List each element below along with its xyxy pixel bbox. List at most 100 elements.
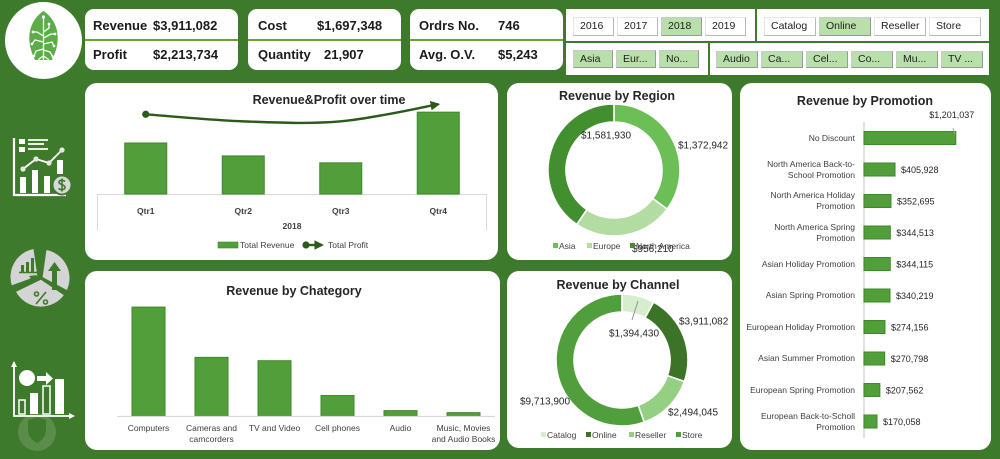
legend-marker-catalog	[541, 432, 546, 437]
promotion-bar-asian-holiday-promotion[interactable]	[863, 257, 891, 271]
slicer-channel-button[interactable]: Reseller	[874, 17, 926, 36]
legend-label-catalog[interactable]: Catalog	[547, 430, 577, 440]
donut-slice-north-america[interactable]	[547, 103, 615, 226]
slicer-category-button[interactable]: Audio	[716, 51, 758, 68]
leaf-circuit-icon	[29, 11, 58, 73]
legend-marker-asia	[553, 243, 558, 248]
slicer-region-button[interactable]: Asia	[573, 50, 613, 68]
promotion-bar-asian-summer-promotion[interactable]	[863, 351, 886, 366]
legend-label-store[interactable]: Store	[682, 430, 703, 440]
legend-label-reseller[interactable]: Reseller	[635, 430, 666, 440]
sales-breakdown-pie-icon[interactable]	[7, 245, 73, 310]
kpi-card-orders: Ordrs No. 746 Avg. O.V. $5,243	[410, 9, 563, 70]
right-arrow-icon	[46, 372, 53, 385]
kpi-label-revenue: Revenue	[93, 18, 148, 33]
donut-slice-online[interactable]	[643, 301, 689, 383]
revenue-by-promotion-chart: Revenue by Promotion $1,201,037 $405,928 $3…	[797, 94, 974, 438]
list-lines	[28, 139, 48, 150]
data-label: $352,695	[897, 197, 935, 207]
slicer-region-button[interactable]: No...	[659, 50, 699, 68]
slicer-category-button[interactable]: TV ...	[941, 51, 983, 68]
donut-slice-store[interactable]	[555, 293, 646, 427]
data-label-asia: $1,372,942	[678, 141, 728, 152]
revenue-bar-qtr3[interactable]	[319, 162, 363, 195]
slicer-channel-button[interactable]: Catalog	[764, 17, 816, 36]
circuit-nodes	[30, 15, 57, 59]
y-tick-label: Asian Summer Promotion	[758, 353, 855, 363]
kpi-label-cost: Cost	[258, 18, 287, 33]
kpi-value-quantity: 21,907	[324, 47, 364, 62]
revenue-bar-qtr4[interactable]	[416, 111, 460, 195]
data-label: $1,201,037	[929, 110, 974, 120]
slicer-year-button[interactable]: 2017	[617, 17, 658, 36]
revenue-by-channel-chart: Revenue by Channel $1,394,430 $3,911,082 $2…	[520, 278, 729, 440]
circle-glyph	[19, 370, 35, 386]
arrow-shaft	[19, 277, 33, 290]
x-tick-label: Music, Movies and Audio Books	[431, 423, 496, 444]
revenue-bar-qtr1[interactable]	[124, 142, 168, 195]
slicer-category-button[interactable]: Mu...	[896, 51, 938, 68]
x-tick-label: Audio	[389, 423, 412, 433]
legend-label-asia[interactable]: Asia	[559, 241, 576, 251]
category-bar-tv-and-video[interactable]	[257, 360, 292, 417]
slicer-category-button[interactable]: Cel...	[806, 51, 848, 68]
category-bar-cameras-and-camcorders[interactable]	[194, 356, 229, 417]
data-label: $170,058	[883, 417, 921, 427]
category-bar-cell-phones[interactable]	[320, 395, 355, 417]
promotion-bar-european-holiday-promotion[interactable]	[863, 320, 886, 334]
kpi-card-revenue-profit: Revenue $3,911,082 Profit $2,213,734	[85, 9, 238, 70]
category-bar-music-movies-and-audio-books[interactable]	[446, 412, 481, 417]
slicer-channel-button[interactable]: Online	[819, 17, 871, 36]
company-logo	[5, 2, 82, 79]
slicer-year-button[interactable]: 2019	[705, 17, 746, 36]
chart-title: Revenue by Channel	[557, 278, 680, 292]
category-bar-computers[interactable]	[131, 306, 166, 417]
revenue-trend-icon[interactable]	[12, 138, 73, 197]
profit-line[interactable]	[145, 100, 441, 125]
profit-point[interactable]	[142, 110, 150, 118]
revenue-profit-over-time-panel: Revenue&Profit over time Qtr1 Qtr2 Qtr3 Qtr4…	[85, 83, 498, 260]
y-tick-label: European Spring Promotion	[750, 384, 855, 395]
y-tick-label: Asian Holiday Promotion	[761, 258, 855, 269]
promotion-bar-european-spring-promotion[interactable]	[863, 383, 881, 397]
y-tick-label: European Back-to-Scholl Promotion	[760, 410, 855, 432]
slicer-channel-button[interactable]: Store	[929, 17, 981, 36]
revenue-bar-qtr2[interactable]	[221, 155, 265, 195]
data-label: $274,156	[891, 323, 929, 333]
promotion-bar-no-discount[interactable]	[863, 131, 957, 145]
leader-line	[631, 300, 639, 321]
x-group-label: 2018	[283, 221, 302, 231]
axes-line	[12, 138, 66, 197]
legend-marker-store	[676, 432, 681, 437]
slicer-region-button[interactable]: Eur...	[616, 50, 656, 68]
data-label-store: $9,713,900	[520, 397, 570, 408]
mini-bars-glyph	[21, 258, 34, 272]
slicer-category-button[interactable]: Ca...	[761, 51, 803, 68]
x-tick-label: TV and Video	[248, 423, 301, 433]
slicer-category-button[interactable]: Co...	[851, 51, 893, 68]
bar-outline	[18, 399, 26, 415]
trend-points	[20, 147, 65, 172]
legend-label-europe[interactable]: Europe	[593, 241, 621, 251]
promotion-bar-north-america-spring-promotion[interactable]	[863, 225, 891, 240]
bar-filled	[55, 379, 64, 414]
promotion-bar-asian-spring-promotion[interactable]	[863, 288, 891, 303]
donut-slice-europe[interactable]	[575, 197, 669, 237]
category-bar-audio[interactable]	[383, 410, 418, 417]
slicer-year-button[interactable]: 2016	[573, 17, 614, 36]
bar-filled	[30, 393, 38, 414]
promotion-bar-north-america-holiday-promotion[interactable]	[863, 194, 892, 208]
revenue-by-category-panel: Revenue by Chategory Computers Cameras an…	[85, 271, 500, 450]
promotion-bar-european-back-to-scholl-promotion[interactable]	[863, 414, 878, 429]
promotion-bar-north-america-back-to-school-promotion[interactable]	[863, 162, 896, 177]
y-tick-label: North America Holiday Promotion	[770, 190, 855, 211]
legend-label-north-america[interactable]: North America	[636, 241, 690, 251]
data-label-reseller: $2,494,045	[668, 408, 718, 419]
growth-analysis-icon[interactable]	[11, 361, 75, 419]
trend-line	[22, 149, 63, 170]
chart-title: Revenue&Profit over time	[253, 93, 406, 107]
legend-label-online[interactable]: Online	[592, 430, 617, 440]
donut-slice-asia[interactable]	[613, 103, 681, 211]
kpi-value-avg-order-value: $5,243	[498, 47, 538, 62]
slicer-year-button[interactable]: 2018	[661, 17, 702, 36]
